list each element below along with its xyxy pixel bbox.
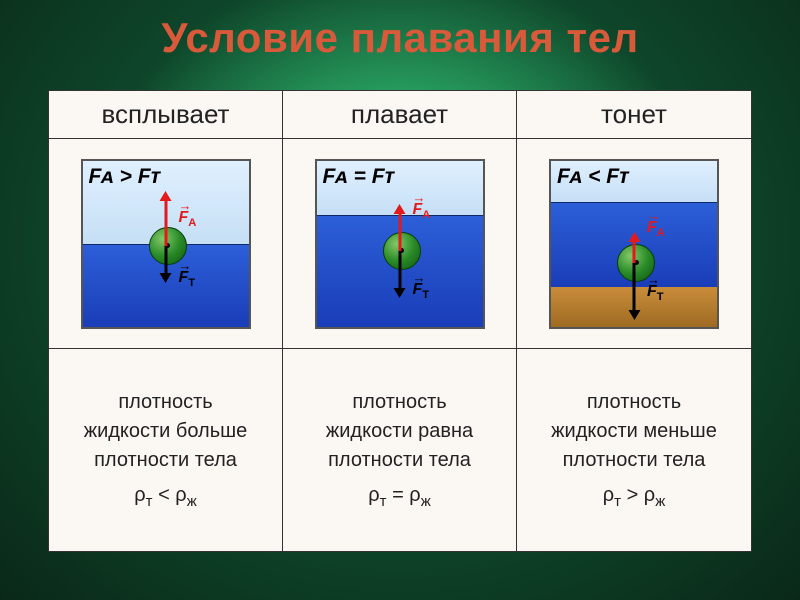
- diagram-cell-floats-up: Fᴀ > Fᴛ FA FT: [49, 139, 283, 349]
- page-title: Условие плавания тел: [0, 14, 800, 62]
- buoyancy-arrow-icon: [398, 213, 401, 251]
- buoyancy-vector-label: FA: [413, 201, 431, 221]
- buoyancy-arrow-icon: [164, 200, 167, 246]
- desc-line: плотность: [352, 388, 446, 417]
- desc-line: плотности тела: [328, 446, 471, 475]
- col-header-floats-up: всплывает: [49, 91, 283, 139]
- density-relation: ρт < ρж: [134, 481, 196, 513]
- gravity-arrow-icon: [633, 263, 636, 311]
- desc-cell-sinks: плотностьжидкости меньшеплотности тела ρт…: [517, 349, 751, 551]
- gravity-arrow-icon: [164, 246, 167, 274]
- force-relation-label: Fᴀ < Fᴛ: [557, 165, 629, 189]
- col-header-floats: плавает: [283, 91, 517, 139]
- density-relation: ρт = ρж: [368, 481, 430, 513]
- force-relation-label: Fᴀ = Fᴛ: [323, 165, 395, 189]
- desc-cell-floats-up: плотностьжидкости большеплотности тела ρт…: [49, 349, 283, 551]
- buoyancy-vector-label: FA: [647, 219, 665, 239]
- desc-line: жидкости меньше: [551, 417, 717, 446]
- desc-line: жидкости равна: [326, 417, 473, 446]
- buoyancy-arrow-icon: [633, 241, 636, 263]
- diagram-cell-sinks: Fᴀ < Fᴛ FA FT: [517, 139, 751, 349]
- density-relation: ρт > ρж: [603, 481, 665, 513]
- conditions-table: всплывает плавает тонет Fᴀ > Fᴛ FA FT Fᴀ …: [48, 90, 752, 552]
- col-header-sinks: тонет: [517, 91, 751, 139]
- buoyancy-vector-label: FA: [179, 209, 197, 229]
- gravity-vector-label: FT: [179, 269, 196, 289]
- desc-line: плотность: [118, 388, 212, 417]
- physics-diagram-3: Fᴀ < Fᴛ FA FT: [549, 159, 719, 329]
- physics-diagram-1: Fᴀ > Fᴛ FA FT: [81, 159, 251, 329]
- physics-diagram-2: Fᴀ = Fᴛ FA FT: [315, 159, 485, 329]
- desc-line: жидкости больше: [84, 417, 248, 446]
- force-relation-label: Fᴀ > Fᴛ: [89, 165, 161, 189]
- desc-line: плотность: [587, 388, 681, 417]
- gravity-vector-label: FT: [413, 281, 430, 301]
- desc-cell-floats: плотностьжидкости равнаплотности тела ρт …: [283, 349, 517, 551]
- desc-line: плотности тела: [94, 446, 237, 475]
- gravity-vector-label: FT: [647, 283, 664, 303]
- gravity-arrow-icon: [398, 251, 401, 289]
- diagram-cell-floats: Fᴀ = Fᴛ FA FT: [283, 139, 517, 349]
- desc-line: плотности тела: [563, 446, 706, 475]
